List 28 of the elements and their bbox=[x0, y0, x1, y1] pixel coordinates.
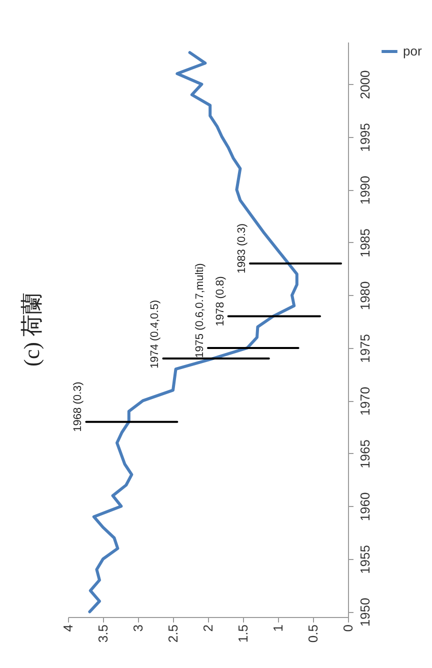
y-tick-label: 1995 bbox=[358, 122, 372, 152]
x-tick-label: 2 bbox=[200, 624, 216, 632]
text: (c) 荷蘭 bbox=[19, 292, 44, 366]
y-tick-label: 1965 bbox=[358, 440, 372, 468]
x-tick-label: 1 bbox=[270, 624, 286, 632]
x-tick-label: 4 bbox=[60, 624, 76, 632]
y-tick-label: 1980 bbox=[358, 281, 372, 310]
y-tick-label: 1950 bbox=[358, 598, 372, 627]
x-tick-label: 3 bbox=[130, 624, 146, 632]
annotation: 1974 (0.4,0.5) bbox=[149, 300, 162, 369]
x-tick-label: 0.5 bbox=[306, 624, 320, 643]
y-tick-label: 1955 bbox=[358, 545, 372, 574]
annotation: 1975 (0.6,0.7,multi) bbox=[194, 263, 206, 358]
x-tick-label: 3.5 bbox=[96, 624, 110, 643]
line-series bbox=[88, 51, 298, 614]
x-tick-label: 2.5 bbox=[166, 624, 180, 643]
annotation: 1983 (0.3) bbox=[236, 223, 248, 274]
x-tick-label: 1.5 bbox=[236, 624, 250, 643]
y-tick-label: 1960 bbox=[358, 492, 372, 522]
y-tick-label: 2000 bbox=[358, 70, 372, 100]
legend-label: por bbox=[403, 44, 422, 58]
annotation: 1978 (0.8) bbox=[214, 276, 226, 326]
y-tick-label: 1985 bbox=[358, 228, 372, 258]
y-tick-label: 1975 bbox=[358, 334, 372, 363]
y-tick-label: 1990 bbox=[358, 176, 372, 205]
x-tick-label: 0 bbox=[340, 624, 356, 632]
annotation: 1968 (0.3) bbox=[72, 382, 84, 432]
y-tick-label: 1970 bbox=[358, 386, 372, 416]
